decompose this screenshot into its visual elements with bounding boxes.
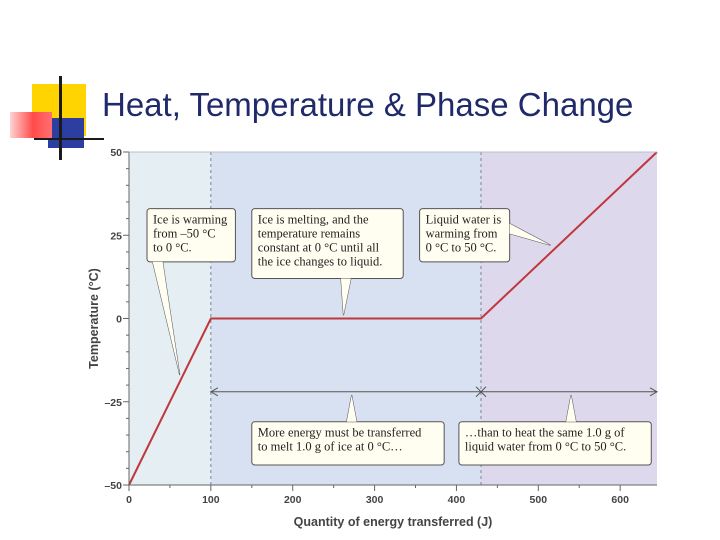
ice-melting-callout-line-1: temperature remains	[258, 227, 361, 241]
logo-horizontal-line	[34, 138, 104, 140]
heat-water-callout-pointer-fill	[566, 395, 577, 422]
x-tick-label: 400	[448, 494, 466, 506]
x-tick-label: 600	[611, 494, 629, 506]
x-tick-label: 100	[202, 494, 220, 506]
y-tick-label: 25	[110, 230, 122, 242]
series-line-0	[128, 151, 658, 486]
liquid-warming-callout-line-1: warming from	[426, 227, 498, 241]
logo-red-bar	[10, 112, 52, 138]
ice-melting-callout-line-3: the ice changes to liquid.	[258, 255, 383, 269]
slide-title: Heat, Temperature & Phase Change	[102, 86, 634, 123]
y-tick-label: –25	[104, 397, 122, 409]
melt-energy-callout-line-1: to melt 1.0 g of ice at 0 °C…	[258, 440, 403, 454]
x-axis-label: Quantity of energy transferred (J)	[294, 515, 493, 529]
ice-warming-callout-box	[146, 208, 236, 263]
y-tick-label: 50	[110, 147, 122, 159]
y-tick-label: –50	[104, 480, 122, 492]
energy-span-arrow	[209, 386, 659, 398]
ice-warming-callout-line-1: from –50 °C	[153, 227, 216, 241]
y-tick-label: 0	[116, 314, 122, 326]
ice-melting-callout-box	[251, 208, 404, 280]
x-tick-label: 200	[284, 494, 302, 506]
ice-warming-callout-pointer-fill	[152, 261, 180, 376]
y-axis-label: Temperature (°C)	[87, 268, 101, 369]
melt-energy-callout-line-0: More energy must be transferred	[258, 426, 422, 440]
span-arrow-head-right	[649, 387, 659, 397]
heat-water-callout-box	[458, 421, 652, 466]
liquid-warming-callout-line-2: 0 °C to 50 °C.	[426, 241, 497, 255]
liquid-warming-callout-line-0: Liquid water is	[426, 213, 502, 227]
ice-melting-callout-line-2: constant at 0 °C until all	[258, 241, 380, 255]
ice-melting-callout-line-0: Ice is melting, and the	[258, 213, 369, 227]
liquid-warming-callout-box	[419, 208, 511, 263]
heat-water-callout-line-0: …than to heat the same 1.0 g of	[465, 426, 626, 440]
span-arrow-head-left	[209, 387, 219, 397]
logo-blue-square	[48, 118, 84, 148]
x-tick-label: 300	[366, 494, 384, 506]
heat-water-callout-line-1: liquid water from 0 °C to 50 °C.	[465, 440, 626, 454]
melt-energy-callout-pointer-fill	[346, 395, 357, 422]
ice-warming-callout-line-2: to 0 °C.	[153, 241, 192, 255]
liquid-warming-callout-pointer-fill	[509, 223, 551, 246]
x-tick-label: 500	[530, 494, 548, 506]
ice-warming-callout-line-0: Ice is warming	[153, 213, 228, 227]
span-arrow-mid-mark	[475, 386, 487, 398]
ice-melting-callout-pointer-fill	[340, 278, 351, 316]
logo-vertical-line	[59, 76, 62, 160]
x-tick-label: 0	[126, 494, 132, 506]
